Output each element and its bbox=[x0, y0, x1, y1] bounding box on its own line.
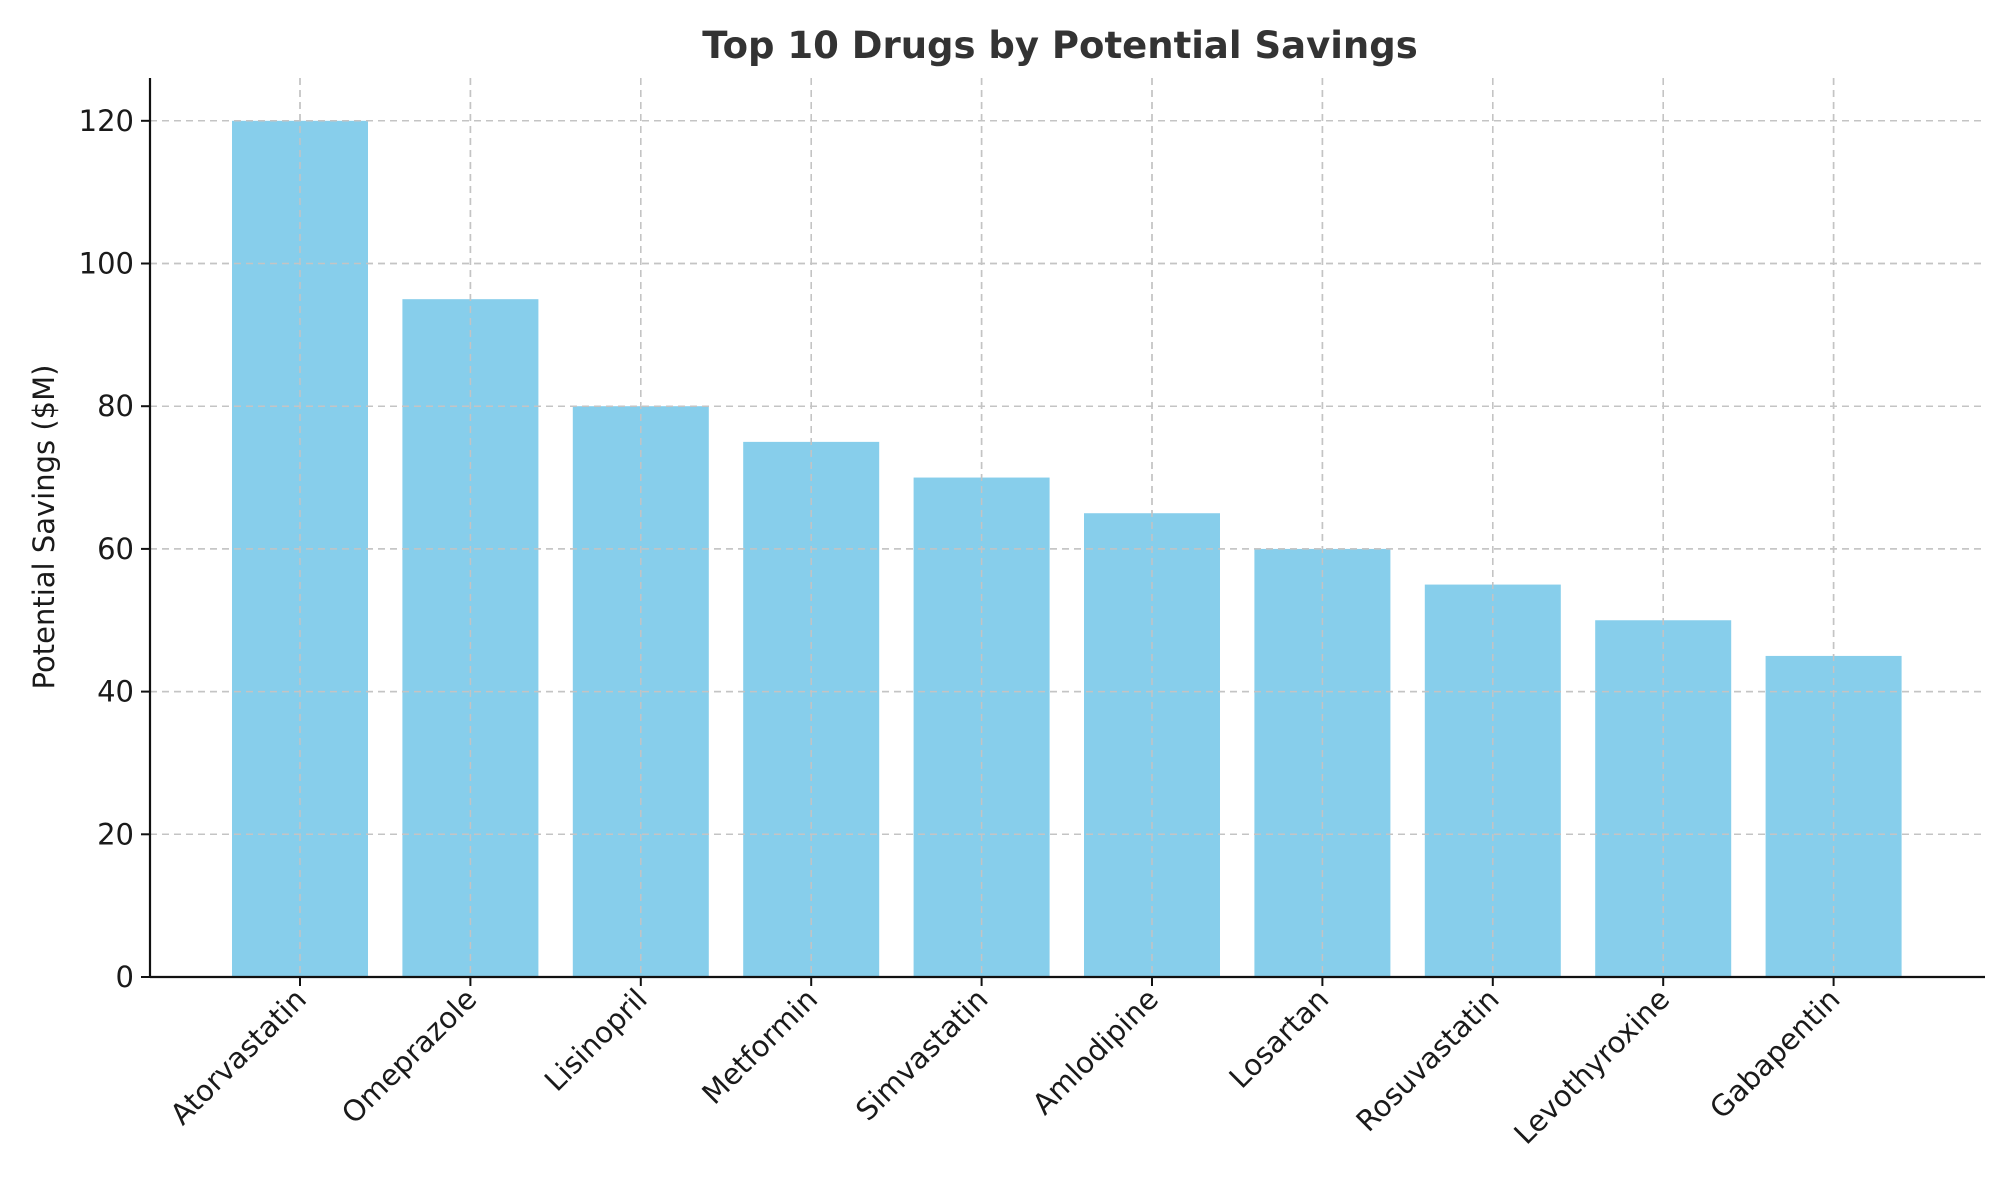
x-tick-label-losartan: Losartan bbox=[1222, 982, 1335, 1095]
x-tick-label-simvastatin: Simvastatin bbox=[849, 982, 994, 1127]
y-tick-label: 120 bbox=[79, 104, 134, 138]
x-tick-label-amlodipine: Amlodipine bbox=[1026, 982, 1165, 1121]
y-tick-label: 80 bbox=[97, 389, 134, 423]
y-tick-label: 20 bbox=[97, 817, 134, 851]
y-tick-label: 100 bbox=[79, 247, 134, 281]
x-tick-label-gabapentin: Gabapentin bbox=[1703, 982, 1846, 1125]
y-tick-label: 0 bbox=[116, 960, 134, 994]
y-tick-label: 60 bbox=[97, 532, 134, 566]
y-axis-label: Potential Savings ($M) bbox=[27, 365, 61, 690]
x-tick-label-omeprazole: Omeprazole bbox=[335, 982, 483, 1130]
x-tick-label-atorvastatin: Atorvastatin bbox=[163, 982, 312, 1131]
x-tick-label-rosuvastatin: Rosuvastatin bbox=[1349, 982, 1505, 1138]
y-tick-label: 40 bbox=[97, 675, 134, 709]
axes-layer bbox=[148, 78, 1985, 979]
x-tick-label-levothyroxine: Levothyroxine bbox=[1507, 982, 1676, 1151]
x-tick-label-lisinopril: Lisinopril bbox=[538, 982, 654, 1098]
x-tick-label-metformin: Metformin bbox=[695, 982, 824, 1111]
bars-layer bbox=[150, 78, 1985, 978]
chart-title: Top 10 Drugs by Potential Savings bbox=[702, 24, 1417, 67]
